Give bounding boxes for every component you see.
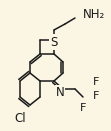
Text: F: F (93, 77, 99, 87)
Text: F: F (93, 91, 99, 101)
Text: F: F (80, 103, 86, 113)
Text: NH₂: NH₂ (83, 9, 105, 21)
Text: S: S (50, 36, 58, 48)
Text: Cl: Cl (14, 111, 26, 124)
Text: N: N (56, 86, 64, 100)
